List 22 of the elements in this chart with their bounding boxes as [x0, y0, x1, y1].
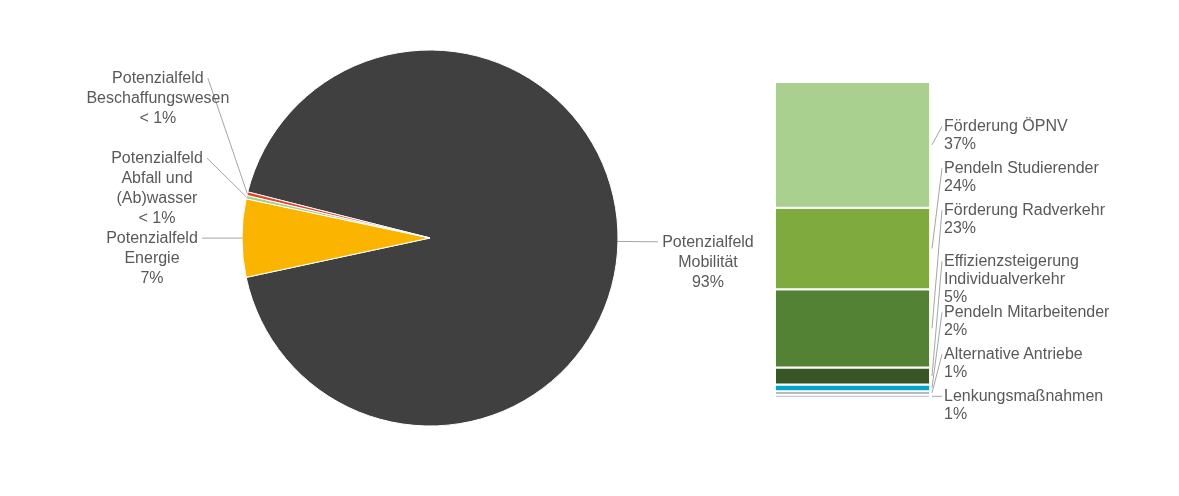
data-label: < 1% — [138, 209, 176, 227]
data-label: 2% — [944, 321, 968, 339]
slice-label: Potenzialfeld Energie — [106, 229, 198, 267]
text: Effizienzsteigerung Individualverkehr — [944, 252, 1079, 288]
text: Pendeln Mitarbeitender — [944, 303, 1111, 321]
series-label: Förderung ÖPNV — [944, 117, 1068, 135]
data-label: < 1% — [139, 109, 177, 127]
text: Alternative Antriebe — [944, 345, 1083, 363]
data-label: 23% — [944, 219, 977, 237]
slice-label: Potenzialfeld Abfall und (Ab)wasser — [111, 149, 203, 207]
slice-label: Potenzialfeld Beschaffungswesen — [86, 69, 230, 107]
data-label: 1% — [944, 405, 968, 423]
data-label: 24% — [944, 177, 977, 195]
series-label: Lenkungsmaßnahmen — [944, 387, 1104, 405]
data-label: 37% — [944, 135, 977, 153]
data-label: 1% — [944, 363, 968, 381]
slice-label: Potenzialfeld Mobilität — [662, 232, 754, 270]
text: Förderung Radverkehr — [944, 201, 1106, 219]
data-label: 7% — [140, 269, 164, 287]
text: Pendeln Studierender — [944, 159, 1100, 177]
data-label: 93% — [691, 272, 724, 290]
data-label: 5% — [944, 288, 968, 306]
